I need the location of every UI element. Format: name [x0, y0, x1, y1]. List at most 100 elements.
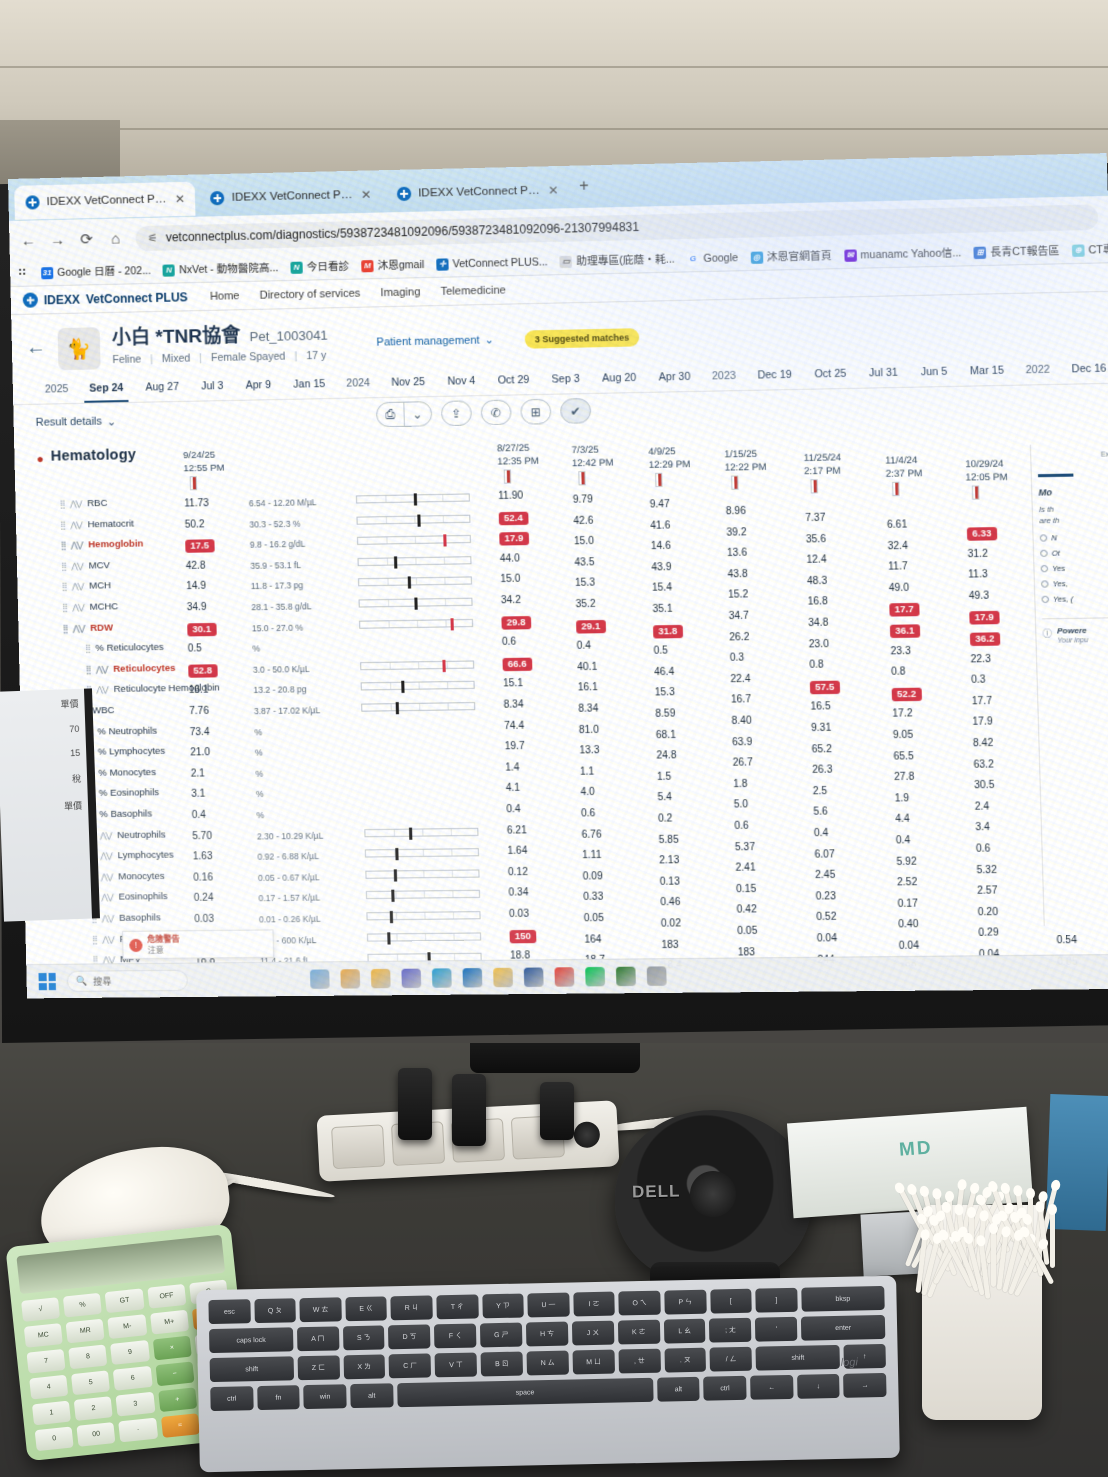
- date-tab-apr-30[interactable]: Apr 30: [658, 370, 691, 384]
- chrome-icon[interactable]: [554, 967, 575, 987]
- trend-graph-icon[interactable]: ⋀⋁: [72, 602, 84, 613]
- drag-handle-icon[interactable]: ⣿: [62, 623, 68, 633]
- result-column-header[interactable]: 11/4/24 2:37 PM: [885, 455, 922, 498]
- new-tab-button[interactable]: +: [579, 177, 590, 195]
- drag-handle-icon[interactable]: ⣿: [91, 934, 97, 944]
- result-row-label[interactable]: ⣿ % Reticulocytes: [85, 642, 164, 654]
- home-icon[interactable]: ⌂: [110, 229, 121, 248]
- drag-handle-icon[interactable]: ⣿: [59, 499, 65, 509]
- result-column-header[interactable]: 11/25/24 2:17 PM: [804, 452, 842, 495]
- result-row-label[interactable]: ⣿ ⋀⋁ MCHC: [62, 601, 118, 613]
- date-tab-oct-25[interactable]: Oct 25: [814, 367, 847, 381]
- drag-handle-icon[interactable]: ⣿: [60, 540, 66, 551]
- tray-overflow-icon[interactable]: [646, 966, 667, 986]
- weather-widget[interactable]: [309, 969, 330, 989]
- apps-grid-icon[interactable]: [18, 267, 30, 279]
- trend-graph-icon[interactable]: ⋀⋁: [100, 851, 112, 861]
- radio-option-1[interactable]: N: [1039, 532, 1108, 542]
- line-icon[interactable]: [585, 966, 606, 987]
- drag-handle-icon[interactable]: ⣿: [61, 582, 67, 592]
- edge-browser-icon[interactable]: [431, 968, 452, 988]
- result-column-header[interactable]: 8/27/25 12:35 PM: [497, 443, 539, 486]
- reload-icon[interactable]: ⟳: [80, 231, 94, 249]
- date-tab-jan-15[interactable]: Jan 15: [293, 377, 326, 391]
- date-tab-sep-3[interactable]: Sep 3: [551, 372, 580, 386]
- result-row-label[interactable]: ⣿⋀⋁Eosinophils: [91, 891, 168, 903]
- bookmark-item[interactable]: ✉ muanamc Yahoo信...: [843, 245, 962, 263]
- word-icon[interactable]: [523, 967, 544, 987]
- result-column-header[interactable]: 7/3/25 12:42 PM: [572, 444, 615, 487]
- date-tab-dec-16[interactable]: Dec 16: [1071, 362, 1107, 376]
- trend-graph-icon[interactable]: ⋀⋁: [101, 893, 113, 903]
- bookmark-item[interactable]: N 今日看診: [290, 259, 349, 275]
- folder-icon[interactable]: [493, 967, 514, 988]
- status-badge[interactable]: 3 Suggested matches: [524, 328, 640, 349]
- radio-option-4[interactable]: Yes,: [1041, 578, 1108, 588]
- result-row-label[interactable]: ⣿ ⋀⋁ MCH: [61, 581, 111, 593]
- result-column-header[interactable]: 4/9/25 12:29 PM: [648, 446, 691, 489]
- teams-icon[interactable]: [401, 968, 422, 989]
- nav-telemedicine[interactable]: Telemedicine: [440, 283, 507, 298]
- bookmark-item[interactable]: ◎ 沐恩官網首頁: [750, 248, 832, 265]
- tab-close-icon[interactable]: ✕: [174, 191, 186, 207]
- result-details-toggle[interactable]: Result details ⌄: [36, 415, 117, 430]
- result-row-label[interactable]: ⣿ ⋀⋁ RBC: [60, 498, 108, 510]
- result-column-header[interactable]: 9/24/25 12:55 PM: [183, 449, 225, 491]
- print-button-group[interactable]: ⎙ ⌄: [375, 401, 433, 428]
- result-row-label[interactable]: ⣿ ⋀⋁ RDW: [62, 622, 113, 634]
- trend-graph-icon[interactable]: ⋀⋁: [95, 664, 108, 674]
- date-tab-apr-9[interactable]: Apr 9: [245, 379, 272, 392]
- file-explorer-icon[interactable]: [370, 968, 391, 989]
- bookmark-folder[interactable]: ▭ 助理專區(庇蔭・耗...: [559, 251, 675, 269]
- result-row-label[interactable]: ⣿% Eosinophils: [88, 788, 159, 800]
- browser-tab-3[interactable]: IDEXX VetConnect PLUS ✕: [385, 173, 569, 212]
- vpn-icon[interactable]: [615, 966, 636, 987]
- date-tab-jun-5[interactable]: Jun 5: [920, 365, 948, 379]
- trend-graph-icon[interactable]: ⋀⋁: [72, 623, 85, 633]
- result-row-label[interactable]: ⣿ ⋀⋁ Hemoglobin: [60, 539, 144, 551]
- radio-icon[interactable]: [1039, 533, 1048, 542]
- trend-graph-icon[interactable]: ⋀⋁: [102, 934, 114, 944]
- trend-graph-icon[interactable]: ⋀⋁: [71, 561, 83, 571]
- result-row-label[interactable]: ⣿⋀⋁Neutrophils: [89, 829, 165, 841]
- windows-start-icon[interactable]: [38, 972, 56, 991]
- date-tab-oct-29[interactable]: Oct 29: [497, 373, 530, 387]
- back-arrow-icon[interactable]: ←: [25, 336, 47, 359]
- approve-check-icon[interactable]: ✔: [559, 398, 591, 424]
- radio-icon[interactable]: [1040, 549, 1048, 557]
- result-row-label[interactable]: ⣿% Neutrophils: [87, 725, 157, 737]
- browser-tab-1[interactable]: IDEXX VetConnect PLUS ✕: [14, 181, 196, 220]
- trend-graph-icon[interactable]: ⋀⋁: [70, 540, 83, 550]
- radio-icon[interactable]: [1041, 579, 1049, 588]
- nav-imaging[interactable]: Imaging: [380, 285, 421, 299]
- radio-option-3[interactable]: Yes: [1040, 562, 1108, 573]
- drag-handle-icon[interactable]: ⣿: [85, 644, 90, 654]
- bookmark-item[interactable]: 31 Google 日曆 - 202...: [41, 263, 151, 280]
- result-row-label[interactable]: ⣿% Basophils: [89, 808, 152, 820]
- date-tab-jul-3[interactable]: Jul 3: [200, 379, 224, 393]
- share-icon[interactable]: ⇪: [440, 400, 472, 427]
- result-column-header[interactable]: 1/15/25 12:22 PM: [724, 449, 767, 492]
- trend-graph-icon[interactable]: ⋀⋁: [99, 830, 112, 840]
- trend-graph-icon[interactable]: ⋀⋁: [100, 872, 113, 882]
- radio-option-2[interactable]: Ot: [1040, 547, 1108, 557]
- search-input[interactable]: 🔍 搜尋: [66, 969, 188, 992]
- result-row-label[interactable]: ⣿ ⋀⋁ Hematocrit: [60, 518, 134, 530]
- drag-handle-icon[interactable]: ⣿: [61, 603, 67, 613]
- date-tab-nov-4[interactable]: Nov 4: [447, 374, 476, 388]
- print-dropdown-icon[interactable]: ⌄: [402, 402, 431, 426]
- trend-graph-icon[interactable]: ⋀⋁: [101, 913, 114, 924]
- date-tab-dec-19[interactable]: Dec 19: [757, 368, 792, 382]
- result-row-label[interactable]: ⣿ ⋀⋁ MCV: [61, 560, 110, 572]
- bookmark-item[interactable]: ⊕ CT專區: [1071, 242, 1108, 258]
- patient-management-dropdown[interactable]: Patient management ⌄: [376, 333, 494, 349]
- radio-option-5[interactable]: Yes, (: [1041, 593, 1108, 603]
- result-row-label[interactable]: ⣿⋀⋁Monocytes: [90, 871, 164, 883]
- radio-icon[interactable]: [1040, 564, 1049, 572]
- drag-handle-icon[interactable]: ⣿: [85, 664, 91, 675]
- bookmark-item[interactable]: ✛ VetConnect PLUS...: [436, 256, 548, 271]
- browser-tab-2[interactable]: IDEXX VetConnect PLUS ✕: [199, 177, 382, 215]
- result-row-label[interactable]: ⣿⋀⋁Lymphocytes: [90, 850, 174, 862]
- tab-close-icon[interactable]: ✕: [548, 183, 559, 198]
